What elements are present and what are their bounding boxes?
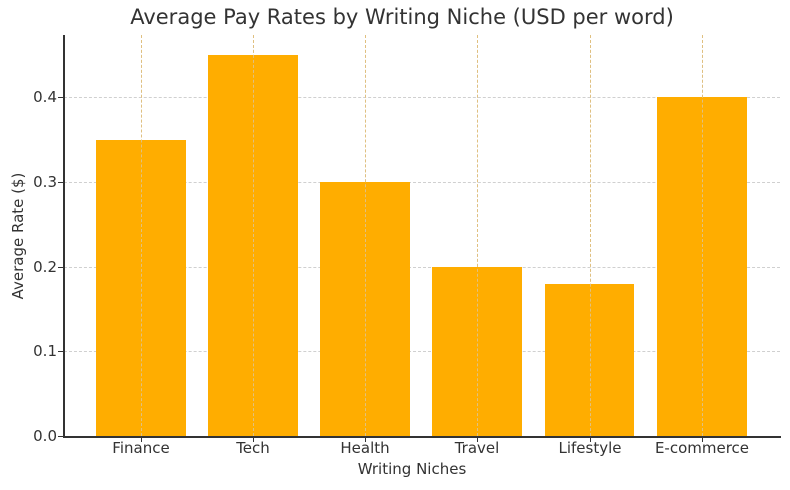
y-tick-0.3: [58, 182, 63, 183]
x-tick-label-health: Health: [340, 439, 390, 457]
x-tick-label-finance: Finance: [112, 439, 170, 457]
y-axis-line: [63, 35, 65, 437]
x-axis-line: [63, 436, 781, 438]
y-tick-0.4: [58, 97, 63, 98]
x-tick-ecommerce: [702, 437, 703, 442]
y-axis-label: Average Rate ($): [9, 172, 27, 300]
x-tick-label-ecommerce: E-commerce: [654, 439, 750, 457]
bar-tech: [208, 55, 298, 436]
y-tick-label-0.1: 0.1: [33, 342, 57, 360]
x-tick-tech: [253, 437, 254, 442]
x-axis-label: Writing Niches: [357, 460, 467, 478]
grid-line-y-0.2: [64, 267, 780, 268]
y-tick-label-0.3: 0.3: [33, 173, 57, 191]
y-tick-0.2: [58, 267, 63, 268]
bar-travel: [432, 267, 522, 436]
bar-health: [320, 182, 410, 436]
x-tick-finance: [141, 437, 142, 442]
bar-ecommerce: [657, 97, 747, 436]
x-tick-health: [365, 437, 366, 442]
y-tick-label-0.4: 0.4: [33, 88, 57, 106]
chart-title: Average Pay Rates by Writing Niche (USD …: [130, 5, 674, 29]
y-tick-label-0.2: 0.2: [33, 258, 57, 276]
x-tick-label-travel: Travel: [454, 439, 500, 457]
x-tick-lifestyle: [590, 437, 591, 442]
y-tick-0.1: [58, 351, 63, 352]
x-tick-label-tech: Tech: [236, 439, 270, 457]
y-tick-0.0: [58, 436, 63, 437]
x-tick-travel: [477, 437, 478, 442]
y-tick-label-0.0: 0.0: [33, 427, 57, 445]
x-tick-label-lifestyle: Lifestyle: [558, 439, 622, 457]
grid-line-y-0.3: [64, 182, 780, 183]
bar-lifestyle: [545, 284, 634, 436]
grid-line-y-0.1: [64, 351, 780, 352]
bar-finance: [96, 140, 186, 436]
grid-line-y-0.4: [64, 97, 780, 98]
